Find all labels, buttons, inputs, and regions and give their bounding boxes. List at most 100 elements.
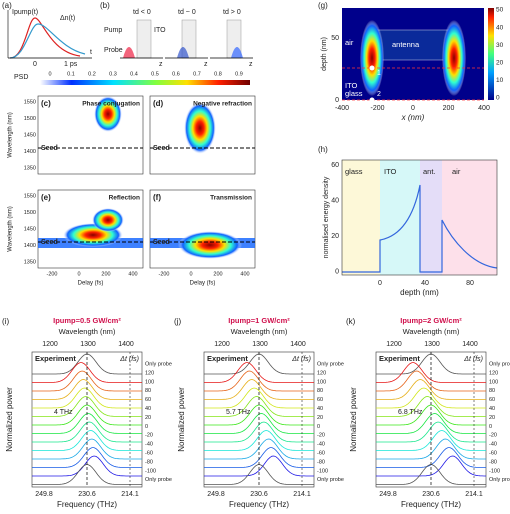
label: Only probe: [145, 477, 172, 483]
label: 60: [489, 397, 495, 403]
label: 0: [335, 97, 339, 104]
region-band: [442, 160, 497, 275]
label: td ~ 0: [178, 9, 196, 16]
colorbar-tick: 0.7: [193, 71, 201, 77]
label: 40: [145, 406, 151, 412]
label: 0: [317, 424, 320, 430]
x-tick-label: 400: [240, 271, 249, 277]
label: x (nm): [401, 113, 425, 122]
label: 4 THz: [54, 409, 73, 416]
field-colorbar: [488, 8, 494, 100]
x-tick-label: 200: [213, 271, 222, 277]
label: 2: [377, 91, 381, 98]
antenna-region: [371, 29, 455, 61]
label: Wavelength (nm): [231, 327, 288, 336]
label: 0: [33, 61, 37, 68]
label: 1200: [42, 341, 58, 348]
label: ant.: [423, 167, 436, 176]
label: Negative refraction: [193, 101, 252, 108]
y-tick-label: 1550: [24, 99, 36, 105]
psd-colorbar: [40, 80, 250, 85]
label: Ipump=0.5 GW/cm²: [53, 316, 121, 325]
intensity-blob: [94, 96, 122, 132]
probe-point: [369, 97, 375, 103]
label: 6.8 THz: [398, 409, 423, 416]
label: ITO: [345, 81, 358, 90]
spectrum-curve: [32, 396, 142, 417]
label: (j): [174, 317, 181, 326]
label: PSD: [14, 74, 28, 81]
x-tick-label: 200: [101, 271, 110, 277]
label: 400: [478, 105, 490, 112]
colorbar-tick: 0.6: [172, 71, 180, 77]
y-tick-label: 1400: [24, 243, 36, 249]
label: -200: [370, 105, 384, 112]
colorbar-tick: 0.2: [88, 71, 96, 77]
label: Δt (fs): [291, 356, 311, 363]
label: -40: [489, 442, 497, 448]
label: 20: [489, 415, 495, 421]
probe-point: [369, 65, 375, 71]
label: Experiment: [35, 354, 76, 363]
label: Probe: [104, 47, 123, 54]
label: 230.6: [250, 491, 268, 498]
label: (f): [153, 193, 161, 202]
colorbar-tick: 0.1: [67, 71, 75, 77]
label: 249.8: [207, 491, 225, 498]
label: 0: [496, 95, 500, 102]
label: 0: [411, 105, 415, 112]
spectrum-curve: [204, 430, 314, 451]
region-band: [380, 160, 420, 275]
label: 40: [421, 280, 429, 287]
label: Transmission: [210, 195, 252, 202]
spectrum-curve: [32, 455, 142, 477]
label: 0: [378, 280, 382, 287]
label: 1200: [386, 341, 402, 348]
label: Seed: [41, 145, 58, 152]
label: (i): [2, 317, 9, 326]
label: Only probe: [317, 361, 344, 367]
label: 10: [496, 77, 504, 84]
label: -20: [317, 433, 325, 439]
label: 214.1: [121, 491, 139, 498]
label: 0: [335, 268, 339, 275]
label: -20: [145, 433, 153, 439]
label: air: [345, 38, 354, 47]
label: Δt (fs): [119, 356, 139, 363]
label: 40: [317, 406, 323, 412]
label: Wavelength (nm): [403, 327, 460, 336]
label: (b): [100, 1, 110, 10]
label: z: [204, 61, 208, 68]
label: Delay (fs): [78, 281, 104, 287]
colorbar-tick: 0.3: [109, 71, 117, 77]
label: (e): [41, 193, 51, 202]
label: -60: [489, 450, 497, 456]
intensity-blob: [184, 102, 216, 154]
x-tick-label: -200: [46, 271, 57, 277]
label: 40: [496, 24, 504, 31]
label: 80: [466, 280, 474, 287]
label: (a): [2, 1, 12, 10]
spectrum-curve: [376, 413, 486, 434]
label: Normalized power: [5, 387, 14, 452]
spectrum-curve: [32, 362, 142, 383]
label: glass: [345, 167, 363, 176]
label: Ipump(t): [12, 9, 38, 16]
colorbar-tick: 0.4: [130, 71, 138, 77]
label: 40: [331, 197, 339, 204]
hotspot: [360, 20, 384, 96]
label: 60: [331, 162, 339, 169]
spectrum-curve: [204, 404, 314, 426]
label: 214.1: [293, 491, 311, 498]
spectrum-curve: [32, 379, 142, 400]
spectrum-curve: [376, 404, 486, 426]
region-band: [420, 160, 442, 275]
label: -400: [335, 105, 349, 112]
spectrum-curve: [32, 404, 142, 426]
label: Frequency (THz): [229, 500, 289, 509]
label: -40: [145, 442, 153, 448]
y-tick-label: 1350: [24, 165, 36, 171]
label: td < 0: [133, 9, 151, 16]
label: -80: [317, 459, 325, 465]
